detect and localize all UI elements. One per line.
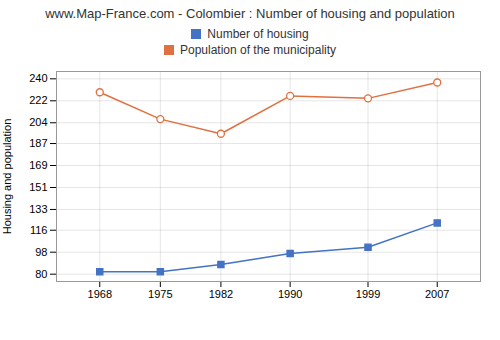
html-text:Number of housing: Number of housing	[207, 27, 309, 41]
svg-text:1968: 1968	[88, 288, 112, 300]
svg-text:169: 169	[29, 159, 47, 171]
svg-text:222: 222	[29, 94, 47, 106]
svg-text:98: 98	[35, 246, 47, 258]
svg-text:133: 133	[29, 203, 47, 215]
svg-text:116: 116	[30, 224, 48, 236]
svg-text:1982: 1982	[209, 288, 233, 300]
svg-text:204: 204	[29, 116, 47, 128]
svg-text:1999: 1999	[356, 288, 380, 300]
svg-text:2007: 2007	[425, 288, 449, 300]
svg-text:151: 151	[29, 181, 47, 193]
svg-text:1975: 1975	[148, 288, 172, 300]
svg-text:Housing and population: Housing and population	[1, 119, 13, 235]
svg-text:1990: 1990	[278, 288, 302, 300]
html-text:Population of the municipality: Population of the municipality	[180, 43, 336, 57]
svg-text:187: 187	[29, 137, 47, 149]
svg-text:80: 80	[35, 268, 47, 280]
html-text:www.Map-France.com - Colombier: www.Map-France.com - Colombier : Number …	[45, 6, 455, 21]
svg-text:240: 240	[29, 72, 47, 84]
